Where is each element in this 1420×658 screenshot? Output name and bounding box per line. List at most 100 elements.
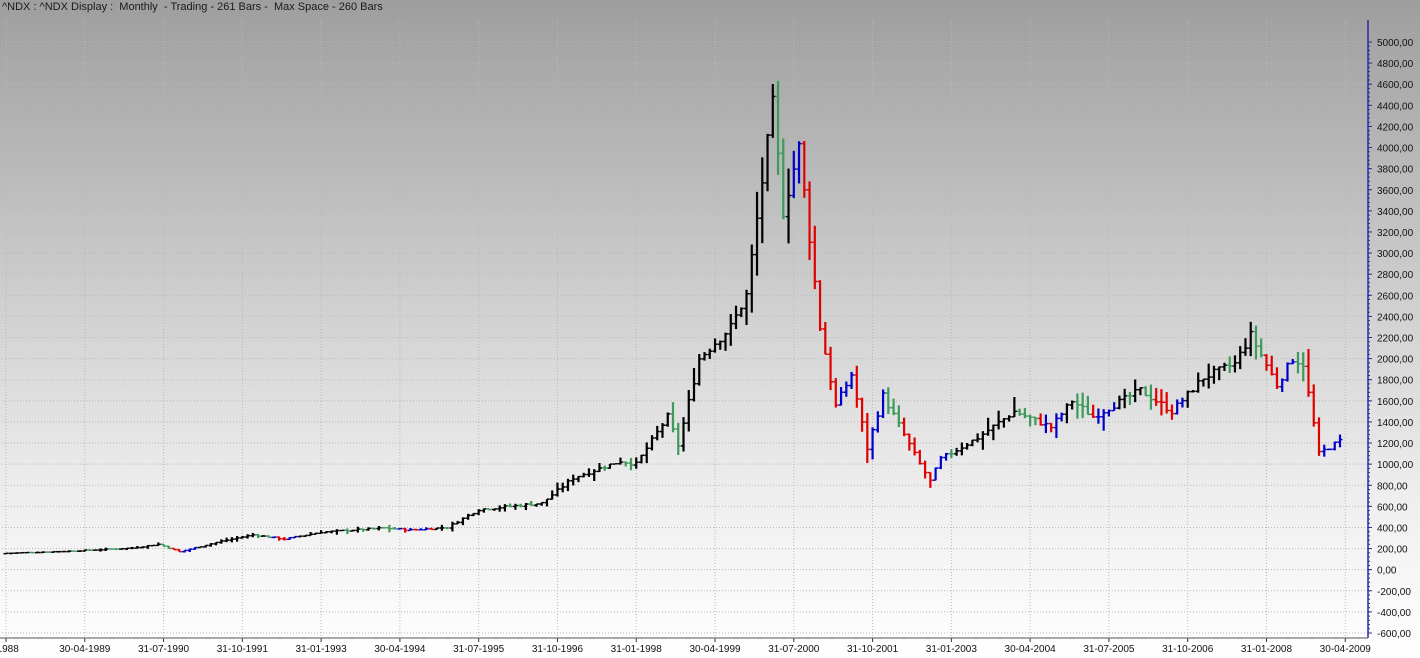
ohlc-bar (528, 500, 534, 507)
ohlc-bar (8, 552, 14, 555)
ohlc-bar (77, 550, 83, 552)
ohlc-bar (686, 390, 692, 432)
ohlc-bar (896, 405, 902, 428)
ohlc-bar (696, 354, 702, 386)
ohlc-bar (260, 535, 266, 537)
ohlc-bar (833, 378, 839, 408)
ohlc-bar (166, 545, 172, 550)
ohlc-bar (659, 423, 665, 438)
ohlc-bar (901, 417, 907, 437)
ohlc-bar (1122, 388, 1128, 409)
ohlc-bar (339, 529, 345, 532)
ohlc-bar (586, 468, 592, 477)
ohlc-bar (1038, 413, 1044, 426)
ohlc-bar (1216, 366, 1222, 381)
ohlc-bar (392, 526, 398, 530)
ohlc-bar (24, 551, 30, 554)
ohlc-bar (1032, 416, 1038, 426)
ohlc-bar (14, 552, 20, 554)
ohlc-bar (1179, 397, 1185, 408)
ohlc-bar (570, 474, 576, 486)
x-tick-label: -1988 (0, 644, 19, 655)
ohlc-bar (1174, 399, 1180, 415)
ohlc-bar (1311, 384, 1317, 427)
y-tick-label: -200,00 (1377, 587, 1411, 598)
ohlc-bar (1221, 362, 1227, 372)
ohlc-bar (1116, 395, 1122, 410)
ohlc-bar (1043, 414, 1049, 434)
chart-title-bar: ^NDX : ^NDX Display : Monthly - Trading … (2, 1, 383, 13)
ohlc-bar (176, 548, 182, 553)
ohlc-bar (954, 447, 960, 456)
ohlc-bar (544, 498, 550, 507)
ohlc-bar (460, 517, 466, 526)
ohlc-bar (959, 442, 965, 456)
ohlc-bar (1232, 355, 1238, 373)
ohlc-bar (1290, 359, 1296, 365)
ohlc-bar (323, 531, 329, 534)
x-tick-label: 31-07-1990 (138, 644, 190, 655)
ohlc-bar (917, 449, 923, 465)
x-tick-label: 31-01-2008 (1241, 644, 1293, 655)
ohlc-bar (1321, 444, 1327, 457)
ohlc-bar (817, 280, 823, 331)
ohlc-bar (113, 548, 119, 550)
ohlc-bar (607, 463, 613, 469)
y-tick-label: 600,00 (1377, 502, 1408, 513)
x-tick-label: 30-04-2009 (1320, 644, 1372, 655)
ohlc-bar (791, 150, 797, 199)
ohlc-bar (213, 541, 219, 546)
ohlc-bar (738, 307, 744, 318)
ohlc-bar (1006, 415, 1012, 422)
ohlc-bar (786, 168, 792, 244)
y-tick-label: 3400,00 (1377, 207, 1414, 218)
ohlc-bar (864, 413, 870, 463)
ohlc-bar (82, 549, 88, 552)
ohlc-bar (780, 138, 786, 220)
ohlc-bar (313, 532, 319, 535)
ohlc-bar (1017, 408, 1023, 416)
ohlc-bar (218, 539, 224, 544)
y-tick-label: 1600,00 (1377, 397, 1414, 408)
x-tick-label: 31-10-2006 (1162, 644, 1214, 655)
ohlc-bar (885, 387, 891, 415)
ohlc-bar (276, 536, 282, 541)
y-tick-label: 3000,00 (1377, 249, 1414, 260)
ohlc-bar (470, 512, 476, 517)
ohlc-bar (434, 527, 440, 531)
ohlc-bar (1326, 448, 1332, 451)
ohlc-bar (649, 435, 655, 451)
ohlc-bar (964, 442, 970, 450)
y-tick-label: 4400,00 (1377, 101, 1414, 112)
ohlc-bar (807, 181, 813, 261)
ohlc-bar (728, 314, 734, 346)
ohlc-bar (623, 461, 629, 467)
ohlc-bar (444, 526, 450, 530)
ohlc-bar (1248, 321, 1254, 357)
ohlc-bar (455, 520, 461, 525)
ohlc-bar (497, 505, 503, 512)
ohlc-bar (1258, 338, 1264, 358)
ohlc-bar (770, 84, 776, 138)
y-tick-label: 1800,00 (1377, 376, 1414, 387)
ohlc-bar (1158, 389, 1164, 416)
ohlc-bar (491, 508, 497, 511)
x-tick-label: 30-04-1989 (59, 644, 111, 655)
ohlc-bar (1263, 354, 1269, 371)
y-tick-label: 5000,00 (1377, 38, 1414, 49)
ohlc-bar (502, 504, 508, 512)
ohlc-bar (1200, 378, 1206, 387)
ohlc-bar (539, 501, 545, 506)
ohlc-bar (3, 552, 9, 555)
ohlc-bar (224, 537, 230, 543)
ohlc-bar (1132, 379, 1138, 403)
ohlc-bar (344, 528, 350, 535)
y-tick-label: -600,00 (1377, 629, 1411, 640)
ohlc-bar (87, 549, 93, 551)
ohlc-bar (1295, 351, 1301, 374)
ohlc-bar (822, 321, 828, 355)
ohlc-bar (1195, 372, 1201, 393)
ohlc-bar (1059, 412, 1065, 422)
